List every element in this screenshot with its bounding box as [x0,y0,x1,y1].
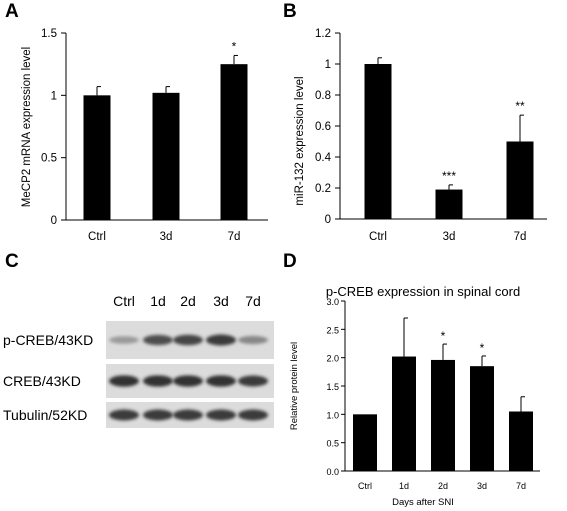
y-tick-label: 0.5 [41,153,57,165]
blot-row-label: Tubulin/52KD [3,407,87,423]
blot-band [143,334,173,346]
y-tick-label: 0 [51,215,57,227]
blot-row: Tubulin/52KD [3,402,274,428]
y-tick-label: 0.8 [315,90,331,102]
blot-row: CREB/43KD [3,364,274,398]
y-axis-label-b: miR-132 expression level [294,76,306,205]
y-tick-label: 0.2 [315,183,331,195]
bar-d-7d [509,411,533,471]
y-tick-label: 1.5 [41,28,57,40]
significance-marker: * [232,39,237,53]
blot-lane-label: Ctrl [113,293,135,309]
blot-band [173,334,203,346]
significance-marker: *** [442,169,456,183]
chart-d: 0.0 0.5 1.0 1.5 2.0 2.5 3.0 Ctrl 1d * 2d * 3d 7d [326,297,540,491]
x-tick-label: 3d [477,481,487,491]
blot-row-label: p-CREB/43KD [3,332,93,348]
bar-b-7d [506,141,534,219]
blot-lane-label: 3d [213,293,229,309]
blot-band [143,409,173,421]
blot-band [206,409,236,421]
blot-band [109,336,139,344]
y-tick-label: 0.6 [315,121,331,133]
x-tick-label: Ctrl [369,231,387,243]
y-tick-label: 1.5 [326,382,339,392]
x-tick-label: Ctrl [88,231,106,243]
x-tick-label: 7d [514,231,527,243]
x-tick-label: 3d [443,231,456,243]
x-tick-label: 1d [399,481,409,491]
chart-title-d: p-CREB expression in spinal cord [326,284,520,299]
bar-b-3d [435,189,463,219]
bar-b-ctrl [364,64,392,219]
significance-marker: * [441,329,446,343]
significance-marker: ** [515,99,525,113]
panel-label-c: C [5,251,19,272]
blot-band [173,375,203,387]
blot-band [109,375,139,387]
y-tick-label: 1 [51,90,57,102]
bar-a-ctrl [83,95,111,220]
x-tick-label: Ctrl [358,481,372,491]
x-tick-label: 3d [160,231,173,243]
x-tick-label: 7d [516,481,526,491]
blot-band [143,375,173,387]
y-tick-label: 0.4 [315,152,332,164]
y-tick-label: 0.5 [326,439,339,449]
significance-marker: * [480,341,485,355]
chart-a: 0 0.5 1 1.5 Ctrl 3d * 7d [41,28,268,243]
blot-band [238,375,268,387]
y-tick-label: 1 [325,59,331,71]
panel-label-d: D [283,251,297,272]
y-tick-label: 2.0 [326,354,339,364]
y-axis-label-d: Relative protein level [289,342,300,430]
x-axis-label-d: Days after SNI [392,497,454,508]
blot-band [238,335,268,345]
blot-lane-label: 2d [180,293,196,309]
blot-band [206,334,236,346]
y-tick-label: 2.5 [326,325,339,335]
blot-lane-label: 7d [245,293,261,309]
bar-d-3d [470,366,494,471]
blot-row: p-CREB/43KD [3,321,274,359]
y-axis-label-a: MeCP2 mRNA expression level [21,47,33,207]
bar-d-2d [431,359,455,471]
bar-a-3d [152,92,180,220]
blot-lane-label: 1d [150,293,166,309]
bar-d-1d [392,356,416,471]
blot-band [173,409,203,421]
panel-label-a: A [5,1,19,22]
y-tick-label: 1.0 [326,410,339,420]
y-tick-label: 3.0 [326,297,339,307]
x-tick-label: 2d [438,481,448,491]
chart-b: 0 0.2 0.4 0.6 0.8 1 1.2 Ctrl *** 3d ** 7d [315,28,547,243]
blot-band [206,375,236,387]
blot-band [109,409,139,421]
blot-band [238,409,268,421]
y-tick-label: 0 [325,214,331,226]
bar-a-7d [220,64,248,221]
western-blot: Ctrl 1d 2d 3d 7d p-CREB/43KD CREB/43KD Tubulin… [3,293,274,428]
x-tick-label: 7d [228,231,241,243]
y-tick-label: 0.0 [326,467,339,477]
blot-row-label: CREB/43KD [3,373,81,389]
panel-label-b: B [283,1,297,22]
bar-d-ctrl [353,414,377,471]
y-tick-label: 1.2 [315,28,331,40]
